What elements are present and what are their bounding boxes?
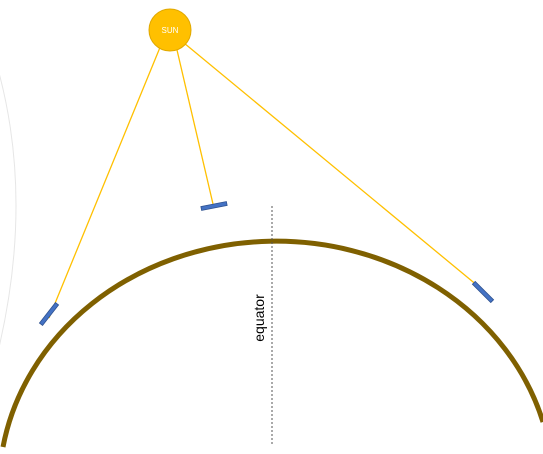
solar-panels xyxy=(38,201,495,327)
sun-ray-middle xyxy=(176,49,214,205)
solar-panel-left xyxy=(38,301,60,327)
sun-label: SUN xyxy=(162,26,179,35)
sun-icon xyxy=(148,8,192,52)
equator-label: equator xyxy=(251,294,267,342)
earth-surface-arc xyxy=(0,238,543,448)
sun-ray-left xyxy=(48,44,162,319)
sun-ray-right xyxy=(183,42,485,292)
sun: SUN xyxy=(148,8,192,52)
sun-rays xyxy=(48,42,485,319)
solar-panel-right xyxy=(471,280,495,304)
solar-panel-top xyxy=(200,201,228,211)
background-faint-arc xyxy=(0,74,17,346)
